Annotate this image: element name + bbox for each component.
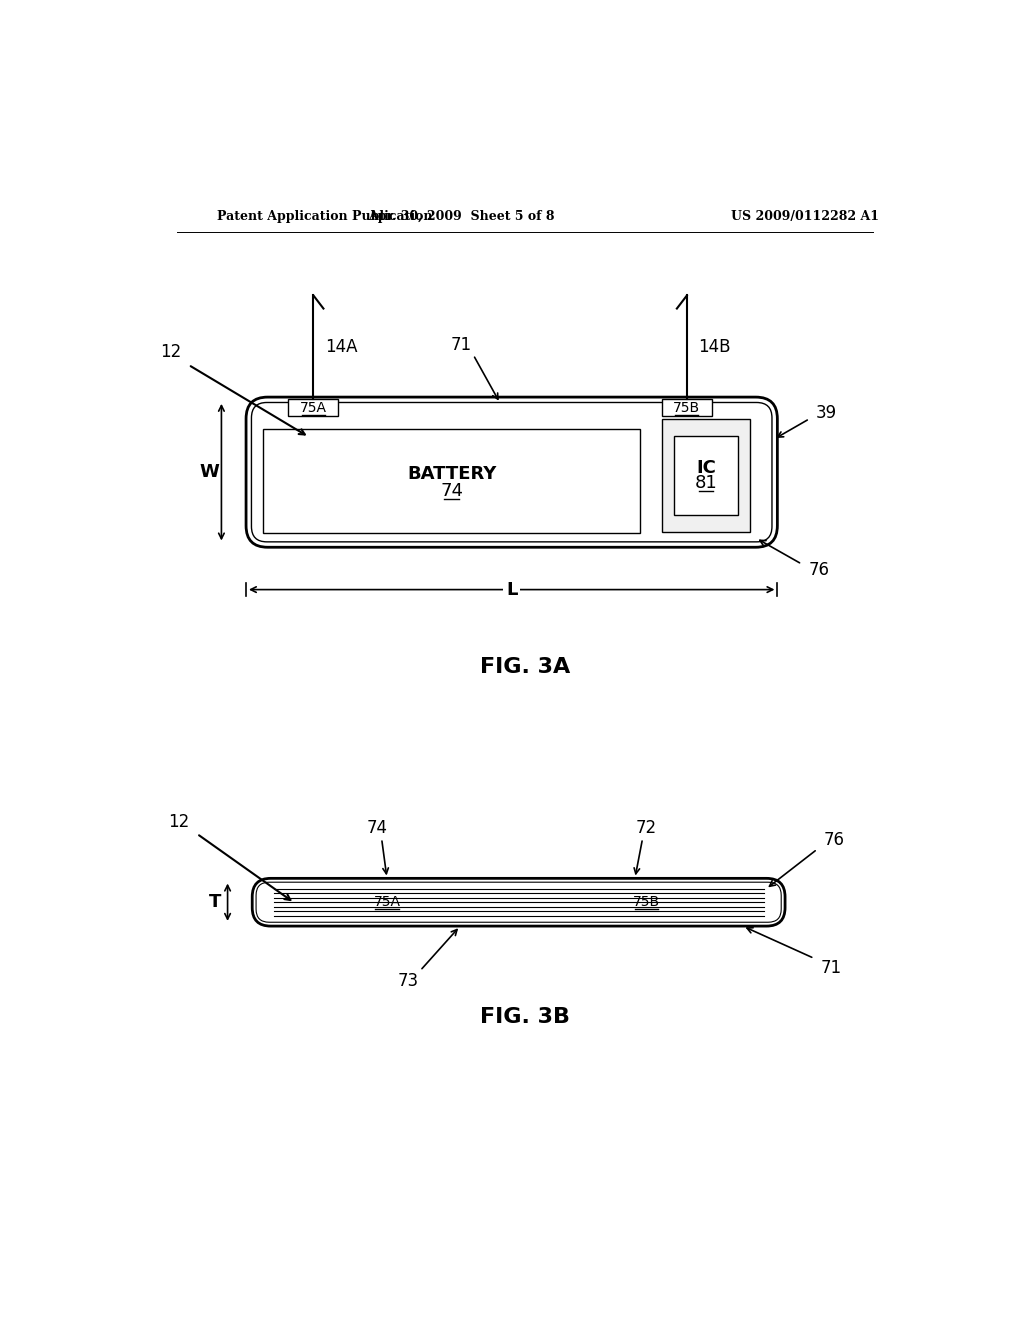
Bar bbox=[662, 418, 751, 532]
Text: 75A: 75A bbox=[300, 401, 327, 414]
Text: 81: 81 bbox=[694, 474, 718, 492]
Text: 75B: 75B bbox=[633, 895, 660, 909]
Text: 14B: 14B bbox=[698, 338, 731, 356]
Text: L: L bbox=[506, 581, 517, 598]
Text: 75A: 75A bbox=[374, 895, 400, 909]
Text: FIG. 3B: FIG. 3B bbox=[480, 1007, 569, 1027]
Text: 72: 72 bbox=[636, 820, 657, 837]
Text: W: W bbox=[199, 463, 219, 482]
Bar bbox=[662, 400, 712, 416]
Bar bbox=[263, 429, 640, 533]
Text: 14A: 14A bbox=[325, 338, 357, 356]
Text: 74: 74 bbox=[367, 820, 387, 837]
Bar bbox=[674, 436, 738, 515]
Text: Apr. 30, 2009  Sheet 5 of 8: Apr. 30, 2009 Sheet 5 of 8 bbox=[369, 210, 555, 223]
Text: FIG. 3A: FIG. 3A bbox=[479, 656, 570, 677]
Text: 74: 74 bbox=[440, 482, 463, 500]
Text: 71: 71 bbox=[452, 335, 472, 354]
Text: 73: 73 bbox=[397, 972, 419, 990]
Text: 76: 76 bbox=[823, 830, 845, 849]
Text: US 2009/0112282 A1: US 2009/0112282 A1 bbox=[731, 210, 880, 223]
Text: 39: 39 bbox=[816, 404, 837, 421]
Text: 75B: 75B bbox=[674, 401, 700, 414]
Text: 71: 71 bbox=[820, 958, 842, 977]
Text: 12: 12 bbox=[168, 813, 189, 832]
Text: 12: 12 bbox=[160, 343, 181, 362]
FancyBboxPatch shape bbox=[252, 878, 785, 927]
Text: IC: IC bbox=[696, 458, 716, 477]
FancyBboxPatch shape bbox=[246, 397, 777, 548]
Text: Patent Application Publication: Patent Application Publication bbox=[217, 210, 432, 223]
Text: T: T bbox=[209, 894, 221, 911]
Text: BATTERY: BATTERY bbox=[407, 465, 497, 483]
Text: 76: 76 bbox=[808, 561, 829, 579]
Bar bbox=[289, 400, 339, 416]
